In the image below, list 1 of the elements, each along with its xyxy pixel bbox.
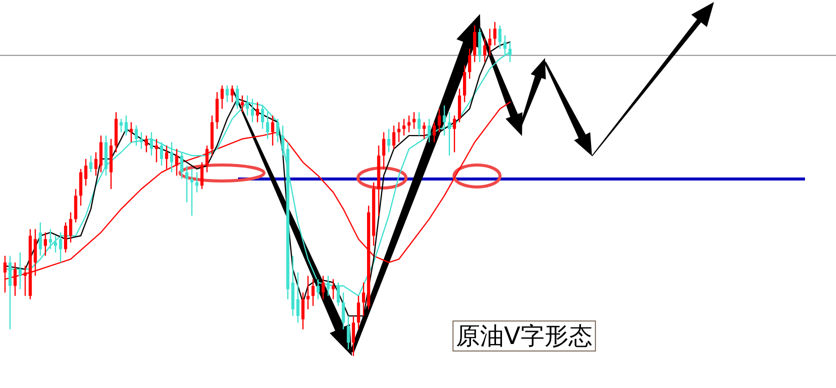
- text: 原油V字形态: [456, 322, 592, 350]
